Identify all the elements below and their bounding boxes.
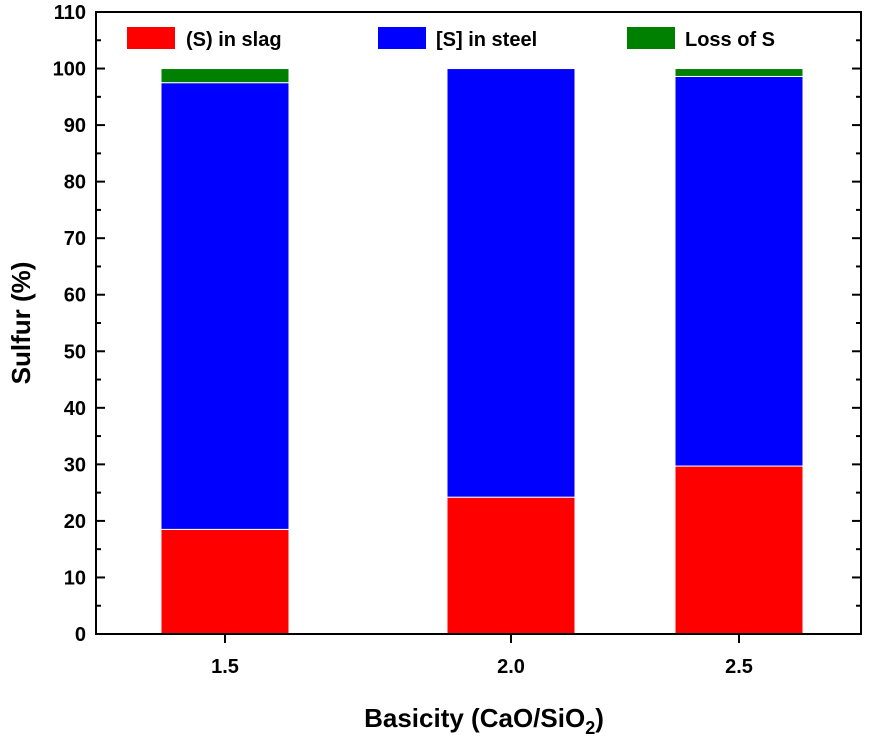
y-tick-label: 50	[64, 341, 86, 363]
y-tick-label: 110	[54, 2, 86, 24]
x-tick-label: 1.5	[211, 656, 239, 678]
bar-segment-2.5-1	[674, 465, 804, 635]
bar-segment-1.5-2	[160, 82, 290, 530]
y-tick-label: 100	[53, 59, 86, 81]
bar-segment-2.5-2	[674, 75, 804, 467]
x-axis-title: Basicity (CaO/SiO2)	[364, 703, 604, 738]
y-tick-label: 20	[64, 511, 86, 533]
y-tick-label: 0	[75, 624, 86, 646]
legend: (S) in slag [S] in steel Loss of S	[127, 27, 775, 51]
bar-segment-2.0-1	[446, 496, 576, 635]
bar-segment-2.0-2	[446, 68, 576, 498]
y-tick-label: 80	[64, 172, 86, 194]
legend-swatch-2	[378, 27, 426, 49]
bar-segment-1.5-1	[160, 528, 290, 635]
bar-segment-2.5-3	[674, 68, 804, 77]
x-axis-title-close: )	[595, 703, 604, 733]
legend-label-3: Loss of S	[685, 29, 775, 51]
y-tick-label: 30	[64, 454, 86, 476]
y-tick-label: 40	[64, 398, 86, 420]
x-axis-title-subscript: 2	[585, 718, 595, 738]
legend-swatch-3	[627, 27, 675, 49]
y-tick-label: 10	[64, 567, 86, 589]
bars-layer	[160, 68, 804, 635]
y-axis: 0 10 20 30 40 50 60 70 80 90 100 110	[53, 2, 861, 646]
bar-segment-1.5-3	[160, 68, 290, 84]
x-axis: 1.5 2.0 2.5	[211, 634, 753, 678]
legend-label-2: [S] in steel	[436, 29, 537, 51]
x-axis-title-main: Basicity (CaO/SiO	[364, 703, 585, 733]
y-tick-label: 90	[64, 115, 86, 137]
y-axis-title: Sulfur (%)	[6, 262, 36, 385]
y-tick-label: 70	[64, 228, 86, 250]
legend-label-1: (S) in slag	[186, 29, 282, 51]
legend-swatch-1	[127, 27, 175, 49]
x-tick-label: 2.5	[725, 656, 753, 678]
x-tick-label: 2.0	[497, 656, 525, 678]
y-tick-label: 60	[64, 285, 86, 307]
